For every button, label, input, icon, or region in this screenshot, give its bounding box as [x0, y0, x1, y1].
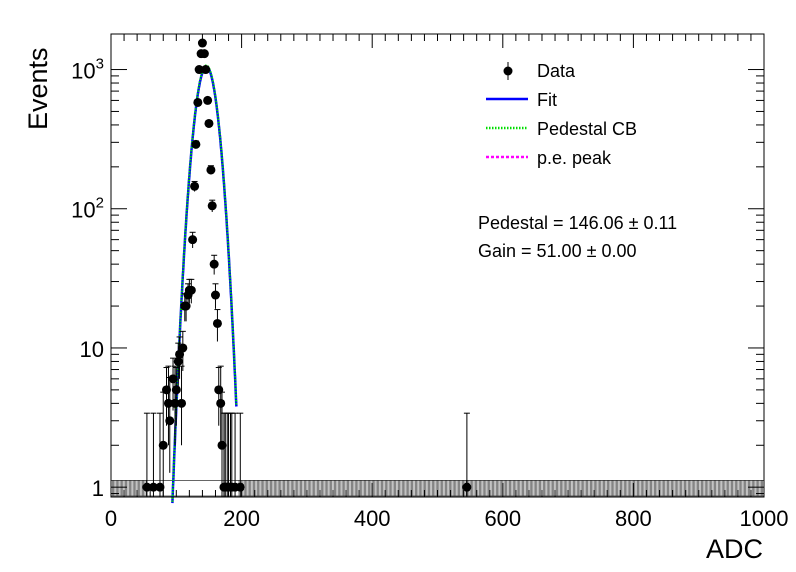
- data-point: [178, 343, 188, 353]
- data-point: [171, 385, 181, 395]
- data-point: [148, 482, 158, 492]
- x-tick-label: 800: [615, 506, 652, 531]
- legend-label-fit: Fit: [537, 90, 557, 110]
- y-tick-label: 1: [92, 476, 104, 501]
- data-point: [142, 482, 152, 492]
- y-tick-label: 102: [71, 195, 104, 223]
- data-point: [207, 201, 217, 211]
- data-point: [197, 38, 207, 48]
- legend-label-pedestal-cb: Pedestal CB: [537, 119, 637, 139]
- x-axis-label: ADC: [706, 534, 763, 564]
- data-point: [235, 482, 245, 492]
- x-tick-label: 1000: [740, 506, 789, 531]
- x-tick-label: 200: [223, 506, 260, 531]
- pedestal-cb-curve: [171, 64, 238, 502]
- y-axis-label: Events: [23, 47, 53, 130]
- legend-entry-pe-peak: p.e. peak: [486, 148, 612, 168]
- x-tick-label: 600: [484, 506, 521, 531]
- data-point: [193, 97, 203, 107]
- data-point: [165, 416, 175, 426]
- legend-entry-pedestal-cb: Pedestal CB: [486, 119, 637, 139]
- gain-annotation: Gain = 51.00 ± 0.00: [478, 241, 637, 261]
- data-point: [204, 118, 214, 128]
- data-point: [158, 440, 168, 450]
- data-point: [194, 65, 204, 75]
- legend-label-pe-peak: p.e. peak: [537, 148, 612, 168]
- data-point: [199, 49, 209, 59]
- x-axis: 0 200 400 600 800 1000: [105, 34, 789, 531]
- data-point: [155, 482, 165, 492]
- y-tick-label: 103: [71, 56, 104, 84]
- data-point: [188, 235, 198, 245]
- data-point: [190, 181, 200, 191]
- data-point: [209, 259, 219, 269]
- legend-entry-fit: Fit: [486, 90, 557, 110]
- legend-entry-data: Data: [503, 61, 576, 81]
- data-point: [163, 398, 173, 408]
- y-tick-label: 10: [80, 337, 104, 362]
- legend: Data Fit Pedestal CB p.e. peak: [486, 61, 637, 168]
- data-point: [212, 318, 222, 328]
- data-point: [177, 398, 187, 408]
- data-point: [173, 356, 183, 366]
- data-points-layer: [142, 38, 472, 497]
- data-point: [462, 482, 472, 492]
- data-point: [186, 285, 196, 295]
- data-point: [203, 95, 213, 105]
- error-band-layer: [110, 480, 765, 497]
- data-point: [191, 139, 201, 149]
- data-point: [210, 290, 220, 300]
- y-axis: 1 10 102 103: [71, 56, 764, 501]
- data-point: [170, 398, 180, 408]
- data-point: [216, 398, 226, 408]
- data-point: [206, 165, 216, 175]
- data-point: [201, 65, 211, 75]
- pedestal-annotation: Pedestal = 146.06 ± 0.11: [478, 213, 677, 233]
- legend-label-data: Data: [537, 61, 576, 81]
- x-tick-label: 400: [354, 506, 391, 531]
- x-tick-label: 0: [105, 506, 117, 531]
